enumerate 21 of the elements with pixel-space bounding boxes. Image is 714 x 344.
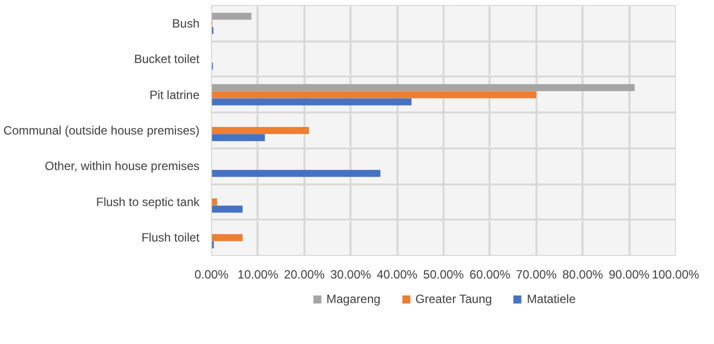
y-tick-label: Pit latrine	[149, 88, 200, 102]
y-tick-label: Communal (outside house premises)	[3, 124, 200, 138]
x-tick-label: 90.00%	[608, 268, 650, 282]
x-tick-label: 50.00%	[423, 268, 464, 282]
legend-label: Matatiele	[526, 292, 576, 306]
x-tick-label: 70.00%	[516, 268, 557, 282]
x-tick-label: 10.00%	[238, 268, 279, 282]
x-tick-label: 80.00%	[562, 268, 604, 282]
legend-label: Magareng	[326, 292, 380, 306]
x-tick-label: 100.00%	[652, 268, 700, 282]
y-tick-label: Flush to septic tank	[96, 194, 200, 209]
y-tick-label: Bush	[172, 16, 200, 30]
x-tick-label: 40.00%	[376, 268, 418, 282]
x-tick-label: 0.00%	[194, 268, 229, 282]
x-tick-label: 20.00%	[284, 268, 325, 282]
y-tick-label: Other, within house premises	[44, 159, 200, 174]
x-tick-label: 30.00%	[330, 268, 372, 282]
x-tick-label: 60.00%	[470, 268, 511, 282]
y-tick-label: Bucket toilet	[134, 52, 200, 66]
y-tick-label: Flush toilet	[141, 230, 200, 245]
legend-label: Greater Taung	[415, 292, 492, 306]
